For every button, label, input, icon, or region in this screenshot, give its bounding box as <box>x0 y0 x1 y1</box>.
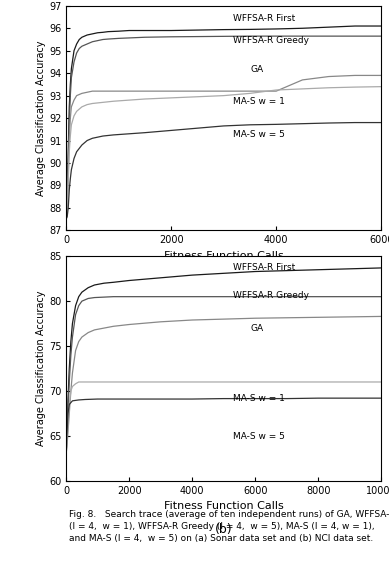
Y-axis label: Average Classification Accuracy: Average Classification Accuracy <box>36 40 46 196</box>
Text: WFFSA-R Greedy: WFFSA-R Greedy <box>233 36 309 45</box>
Text: MA-S w = 1: MA-S w = 1 <box>233 395 285 403</box>
X-axis label: Fitness Function Calls: Fitness Function Calls <box>164 251 284 261</box>
Text: WFFSA-R Greedy: WFFSA-R Greedy <box>233 291 309 300</box>
Text: WFFSA-R First: WFFSA-R First <box>233 14 295 23</box>
Y-axis label: Average Classification Accuracy: Average Classification Accuracy <box>36 291 46 446</box>
Text: Fig. 8.   Search trace (average of ten independent runs) of GA, WFFSA-R First
(l: Fig. 8. Search trace (average of ten ind… <box>69 510 389 543</box>
Text: GA: GA <box>251 324 264 332</box>
Text: MA-S w = 1: MA-S w = 1 <box>233 97 285 106</box>
Text: MA-S w = 5: MA-S w = 5 <box>233 432 285 442</box>
Text: GA: GA <box>251 65 264 74</box>
Text: MA-S w = 5: MA-S w = 5 <box>233 130 285 140</box>
Text: WFFSA-R First: WFFSA-R First <box>233 263 295 272</box>
Text: (a): (a) <box>215 273 232 286</box>
Text: (b): (b) <box>215 523 233 537</box>
X-axis label: Fitness Function Calls: Fitness Function Calls <box>164 501 284 511</box>
